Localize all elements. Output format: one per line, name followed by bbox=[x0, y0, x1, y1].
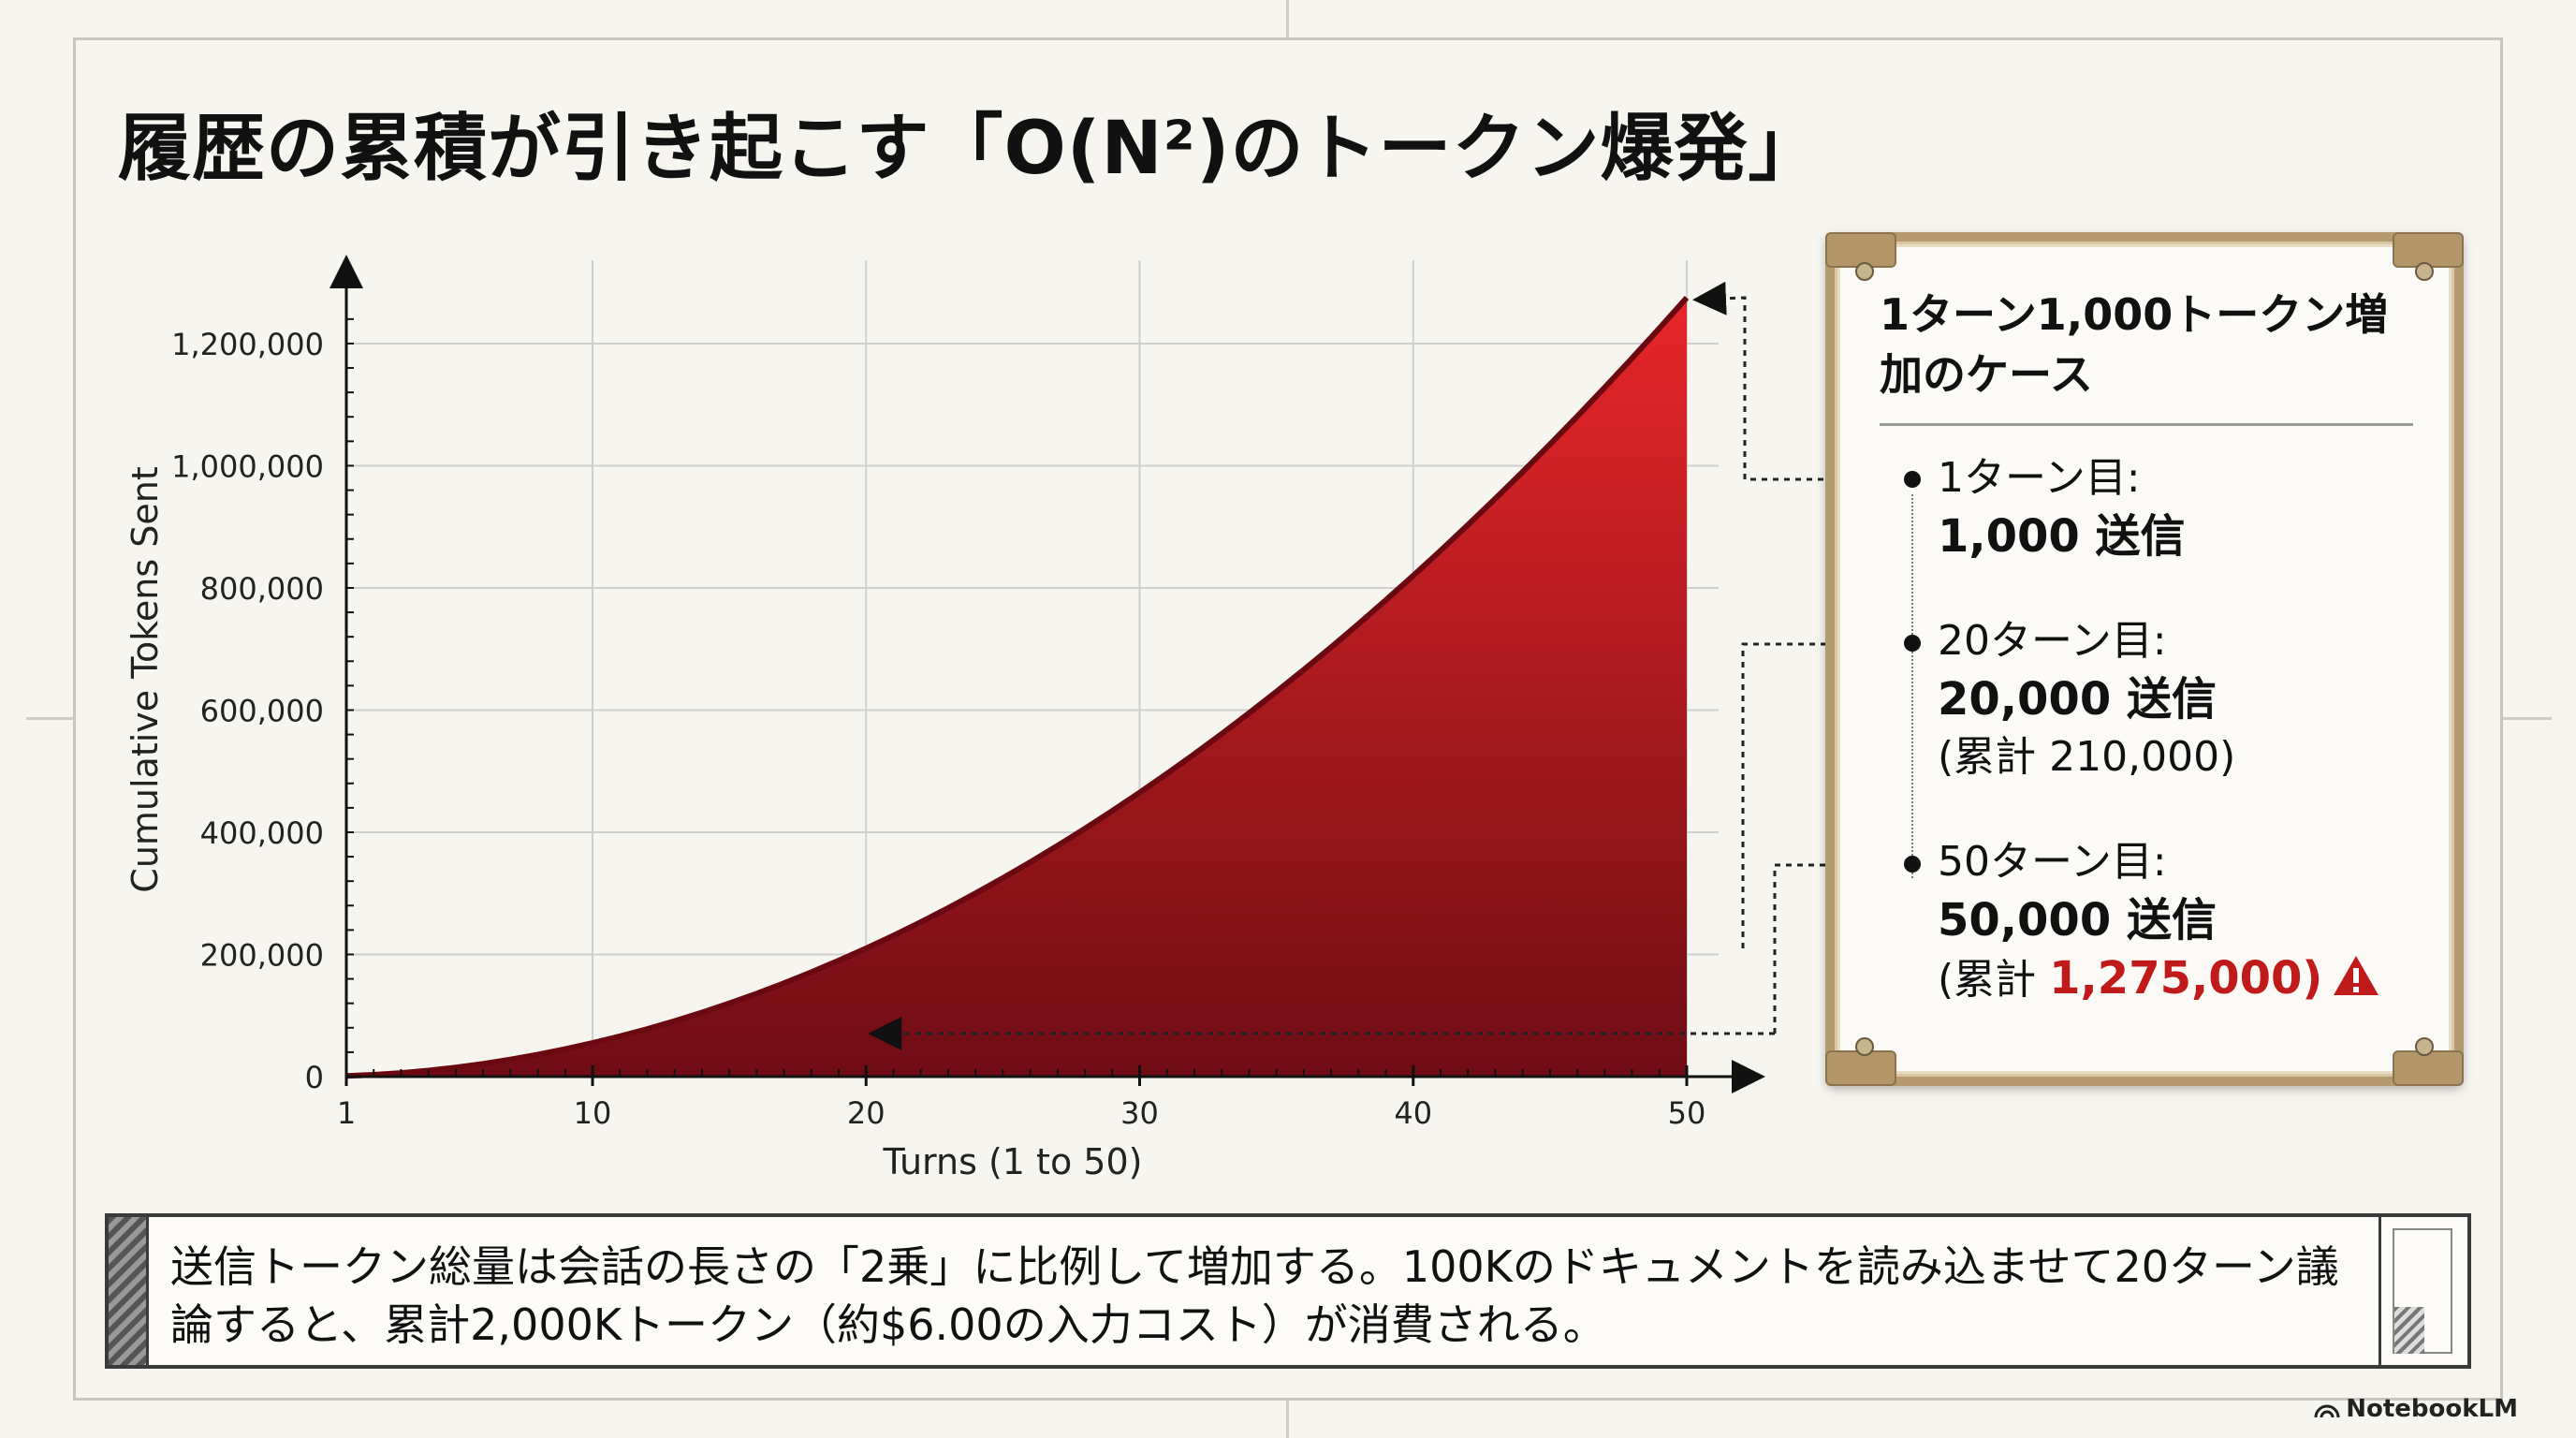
registration-mark-right bbox=[2503, 717, 2552, 720]
x-tick-label: 50 bbox=[1668, 1095, 1706, 1131]
bullet-icon bbox=[1904, 635, 1921, 652]
summary-note: 送信トークン総量は会話の長さの「2乗」に比例して増加する。100Kのドキュメント… bbox=[105, 1213, 2471, 1369]
chart-tick-labels: 1 10 20 30 40 50 0 200,000 400,000 600,000 800,000… bbox=[171, 327, 1705, 1131]
card-item-label: 1ターン目: bbox=[1938, 454, 2141, 502]
notebooklm-logo-icon bbox=[2314, 1404, 2340, 1418]
card-item-value: 20,000 送信 bbox=[1938, 673, 2217, 726]
card-corner-top-left bbox=[1825, 232, 1896, 268]
note-detail-hatch bbox=[2394, 1307, 2424, 1354]
y-tick-label: 0 bbox=[305, 1060, 324, 1095]
x-tick-label: 1 bbox=[337, 1095, 356, 1131]
card-item-turn-20: 20ターン目: 20,000 送信 (累計 210,000) bbox=[1938, 612, 2235, 786]
card-corner-bottom-left bbox=[1825, 1050, 1896, 1086]
case-card: 1ターン1,000トークン増加のケース 1ターン目: 1,000 送信 20ター… bbox=[1825, 232, 2464, 1086]
y-tick-label: 600,000 bbox=[200, 693, 324, 728]
screw-icon bbox=[1855, 1037, 1874, 1056]
card-item-note-prefix: (累計 bbox=[1938, 956, 2050, 1004]
y-tick-label: 200,000 bbox=[200, 937, 324, 973]
brand-name: NotebookLM bbox=[2346, 1395, 2518, 1423]
y-tick-label: 1,000,000 bbox=[171, 448, 324, 484]
y-tick-label: 400,000 bbox=[200, 815, 324, 851]
x-tick-label: 30 bbox=[1120, 1095, 1159, 1131]
card-item-note: (累計 210,000) bbox=[1938, 733, 2236, 781]
warning-icon bbox=[2334, 956, 2379, 995]
note-hatch-decoration bbox=[109, 1217, 149, 1365]
card-item-value: 1,000 送信 bbox=[1938, 510, 2186, 563]
chart-axes bbox=[329, 255, 1765, 1093]
bullet-icon bbox=[1904, 471, 1921, 488]
card-item-note: (累計 1,275,000) bbox=[1938, 949, 2380, 1009]
card-corner-bottom-right bbox=[2393, 1050, 2464, 1086]
cumulative-total-highlight: 1,275,000) bbox=[2049, 952, 2323, 1005]
x-tick-label: 40 bbox=[1394, 1095, 1432, 1131]
registration-mark-top bbox=[1286, 0, 1289, 37]
card-item-value: 50,000 送信 bbox=[1938, 894, 2217, 946]
page-title: 履歴の累積が引き起こす「O(N²)のトークン爆発」 bbox=[118, 107, 1822, 191]
y-tick-label: 1,200,000 bbox=[171, 327, 324, 362]
card-divider bbox=[1880, 423, 2413, 426]
area-fill bbox=[346, 298, 1687, 1077]
bullet-connector bbox=[1911, 494, 1913, 878]
y-axis-label: Cumulative Tokens Sent bbox=[124, 466, 166, 892]
screw-icon bbox=[2415, 1037, 2434, 1056]
registration-mark-bottom bbox=[1286, 1401, 1289, 1438]
x-tick-label: 10 bbox=[574, 1095, 612, 1131]
brand-label: NotebookLM bbox=[2314, 1395, 2518, 1423]
series-line bbox=[345, 295, 1690, 1079]
bullet-icon bbox=[1904, 856, 1921, 873]
connector-turn-1 bbox=[1692, 281, 1891, 481]
screw-icon bbox=[2415, 262, 2434, 281]
card-item-turn-50: 50ターン目: 50,000 送信 (累計 1,275,000) bbox=[1938, 833, 2380, 1009]
summary-note-text: 送信トークン総量は会話の長さの「2乗」に比例して増加する。100Kのドキュメント… bbox=[170, 1241, 2339, 1350]
card-heading: 1ターン1,000トークン増加のケース bbox=[1880, 289, 2389, 400]
x-tick-label: 20 bbox=[847, 1095, 886, 1131]
chart-area-series bbox=[345, 295, 1690, 1079]
card-item-turn-1: 1ターン目: 1,000 送信 bbox=[1938, 449, 2186, 565]
note-right-decoration bbox=[2378, 1217, 2467, 1365]
card-item-label: 20ターン目: bbox=[1938, 617, 2167, 665]
registration-mark-left bbox=[26, 717, 75, 720]
y-tick-label: 800,000 bbox=[200, 571, 324, 607]
card-item-label: 50ターン目: bbox=[1938, 838, 2167, 886]
screw-icon bbox=[1855, 262, 1874, 281]
x-axis-label: Turns (1 to 50) bbox=[883, 1141, 1143, 1182]
